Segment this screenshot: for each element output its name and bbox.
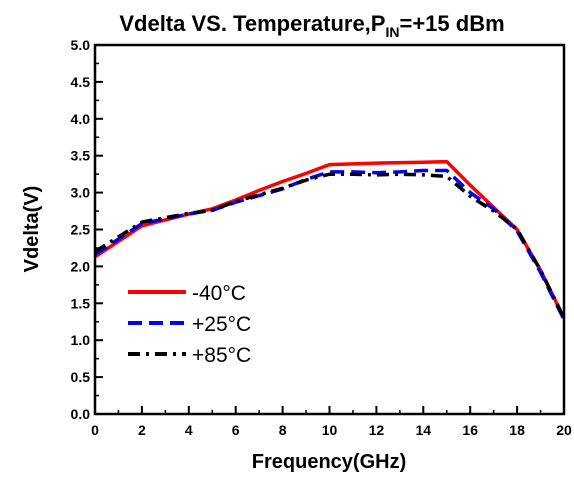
legend-label-1: -40°C — [192, 282, 246, 305]
x-tick-label: 6 — [232, 422, 240, 438]
x-tick-label: 10 — [322, 422, 338, 438]
x-axis-label: Frequency(GHz) — [252, 451, 406, 473]
y-tick-label: 5.0 — [71, 37, 91, 53]
series-line-2 — [94, 168, 566, 321]
x-tick-label: 20 — [556, 422, 572, 438]
x-tick-label: 18 — [509, 422, 525, 438]
y-tick-label: 4.5 — [71, 74, 91, 90]
x-tick-label: 2 — [138, 422, 146, 438]
series-line-1 — [94, 159, 566, 319]
x-tick-label: 16 — [462, 422, 478, 438]
chart-title-suffix: =+15 dBm — [399, 11, 504, 36]
y-tick-label: 2.5 — [71, 222, 91, 238]
legend: -40°C +25°C +85°C — [128, 282, 251, 367]
legend-label-3: +85°C — [192, 344, 251, 367]
x-tick-label: 4 — [185, 422, 193, 438]
x-tick-label: 14 — [416, 422, 432, 438]
series-line-3 — [94, 172, 566, 319]
chart-title-main: Vdelta VS. Temperature,P — [119, 11, 385, 36]
y-tick-label: 1.5 — [71, 295, 91, 311]
y-tick-label: 3.5 — [71, 148, 91, 164]
x-tick-label: 8 — [279, 422, 287, 438]
chart-title-subscript: IN — [385, 24, 399, 40]
chart-title: Vdelta VS. Temperature,PIN=+15 dBm — [119, 11, 504, 40]
x-tick-label: 0 — [91, 422, 99, 438]
x-axis: 0 2 4 6 8 10 12 14 16 18 20 — [91, 406, 572, 438]
y-axis-label: Vdelta(V) — [21, 186, 43, 273]
y-tick-label: 4.0 — [71, 111, 91, 127]
y-tick-label: 0.5 — [71, 369, 91, 385]
y-tick-label: 0.0 — [71, 406, 91, 422]
plot-frame — [93, 43, 566, 416]
x-tick-label: 12 — [369, 422, 385, 438]
y-tick-label: 3.0 — [71, 185, 91, 201]
y-tick-label: 1.0 — [71, 332, 91, 348]
y-axis: 0.0 0.5 1.0 1.5 2.0 2.5 3.0 3.5 4.0 4.5 5.0 — [71, 37, 103, 422]
legend-label-2: +25°C — [192, 313, 251, 336]
y-tick-label: 2.0 — [71, 258, 91, 274]
plot-series — [94, 159, 566, 321]
